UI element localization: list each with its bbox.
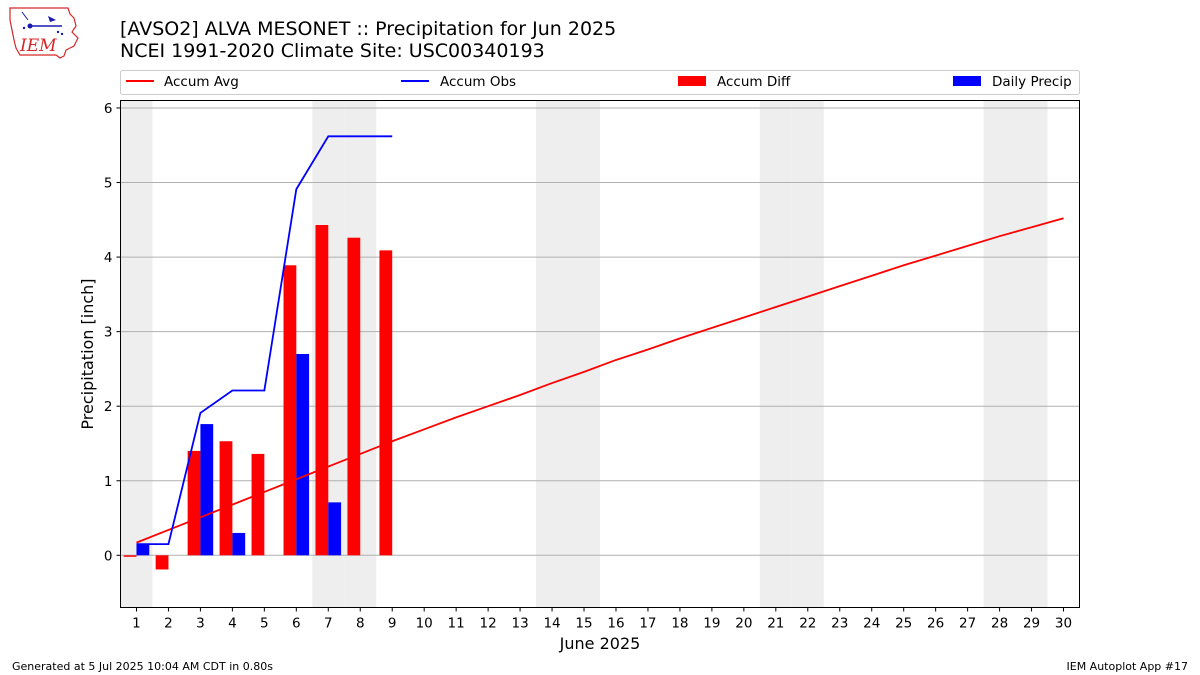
- x-tick-label-22: 22: [799, 616, 816, 632]
- x-tick-label-7: 7: [324, 616, 333, 632]
- legend-label-daily-precip: Daily Precip: [992, 74, 1072, 90]
- weekend-band-day-28: [983, 100, 1016, 608]
- accum-diff-bar-day-7: [315, 225, 329, 556]
- accum-diff-bar-day-5: [251, 453, 265, 556]
- daily-precip-bar-day-6: [296, 354, 310, 556]
- y-tick-label-5: 5: [104, 176, 113, 192]
- legend: Accum Avg Accum Obs Accum Diff Daily Pre…: [120, 70, 1080, 95]
- x-tick-label-5: 5: [260, 616, 269, 632]
- plot-frame: [120, 100, 1080, 608]
- weekend-band-day-22: [791, 100, 824, 608]
- x-tick-label-9: 9: [388, 616, 397, 632]
- x-tick-label-29: 29: [1023, 616, 1040, 632]
- x-tick-label-2: 2: [164, 616, 173, 632]
- x-tick-label-12: 12: [480, 616, 497, 632]
- x-axis-label: June 2025: [559, 634, 641, 653]
- x-tick-label-1: 1: [132, 616, 141, 632]
- line-series: [136, 135, 1064, 546]
- iem-logo: IEM: [9, 7, 79, 59]
- daily-precip-bar-day-4: [232, 532, 246, 556]
- x-tick-label-18: 18: [671, 616, 688, 632]
- x-tick-label-4: 4: [228, 616, 237, 632]
- legend-label-accum-obs: Accum Obs: [440, 74, 516, 90]
- x-tick-label-16: 16: [607, 616, 624, 632]
- y-tick-label-1: 1: [104, 474, 113, 490]
- accum-diff-bar-day-9: [379, 250, 393, 556]
- x-tick-label-21: 21: [767, 616, 784, 632]
- grid-lines: [120, 107, 1080, 556]
- y-tick-label-4: 4: [104, 250, 113, 266]
- x-tick-label-30: 30: [1055, 616, 1072, 632]
- daily-precip-bar-day-7: [328, 502, 342, 556]
- weekend-band-day-15: [568, 100, 600, 608]
- y-axis-ticks: 0 1 2 3 4 5 6: [104, 101, 121, 564]
- x-tick-label-20: 20: [735, 616, 752, 632]
- x-tick-label-24: 24: [863, 616, 880, 632]
- x-tick-label-11: 11: [448, 616, 465, 632]
- x-tick-label-15: 15: [575, 616, 592, 632]
- y-tick-label-2: 2: [104, 399, 113, 415]
- accum-diff-bar-day-6: [283, 265, 297, 556]
- accum-diff-bar-day-8: [347, 237, 361, 556]
- x-tick-label-17: 17: [639, 616, 656, 632]
- accum-diff-bar-day-2: [155, 555, 169, 570]
- x-tick-label-6: 6: [292, 616, 301, 632]
- x-tick-label-10: 10: [416, 616, 433, 632]
- daily-precip-bar-day-3: [200, 424, 214, 556]
- weekend-band-day-29: [1015, 100, 1048, 608]
- bar-series: [123, 225, 393, 570]
- x-tick-label-3: 3: [196, 616, 205, 632]
- x-tick-label-14: 14: [543, 616, 560, 632]
- x-tick-label-25: 25: [895, 616, 912, 632]
- x-tick-label-13: 13: [511, 616, 528, 632]
- accum-diff-bar-day-3: [187, 450, 201, 556]
- footer-app: IEM Autoplot App #17: [1067, 660, 1189, 673]
- x-axis-ticks: 1 2 3 4 5 6 7 8 9 10 11 12 13 14 15 16 17 18 19 20 21 22 23 24 2…: [132, 607, 1072, 632]
- x-tick-label-26: 26: [927, 616, 944, 632]
- weekend-band-day-1: [120, 100, 153, 608]
- x-tick-label-8: 8: [356, 616, 365, 632]
- legend-swatch-accum-diff: [678, 76, 706, 86]
- logo-text: IEM: [19, 36, 57, 56]
- legend-label-accum-avg: Accum Avg: [164, 74, 239, 90]
- x-tick-label-27: 27: [959, 616, 976, 632]
- y-tick-label-3: 3: [104, 325, 113, 341]
- weekend-band-day-14: [536, 100, 569, 608]
- daily-precip-bar-day-1: [136, 544, 150, 556]
- x-tick-label-23: 23: [831, 616, 848, 632]
- legend-box: [120, 70, 1080, 95]
- y-tick-label-0: 0: [104, 548, 113, 564]
- footer-generated: Generated at 5 Jul 2025 10:04 AM CDT in …: [12, 660, 273, 673]
- chart-subtitle: NCEI 1991-2020 Climate Site: USC00340193: [120, 40, 545, 62]
- iowa-state-outline-logo-icon: [9, 7, 79, 59]
- legend-swatch-daily-precip: [953, 76, 981, 86]
- accum-avg-line: [136, 217, 1064, 544]
- accum-obs-line: [136, 135, 393, 546]
- accum-diff-bar-day-1: [123, 555, 137, 557]
- legend-label-accum-diff: Accum Diff: [717, 74, 791, 90]
- chart-title: [AVSO2] ALVA MESONET :: Precipitation fo…: [120, 18, 616, 40]
- y-tick-label-6: 6: [104, 101, 113, 117]
- y-axis-label: Precipitation [inch]: [78, 278, 97, 429]
- x-tick-label-28: 28: [991, 616, 1008, 632]
- accum-diff-bar-day-4: [219, 441, 233, 556]
- weekend-band-day-21: [759, 100, 792, 608]
- x-tick-label-19: 19: [703, 616, 720, 632]
